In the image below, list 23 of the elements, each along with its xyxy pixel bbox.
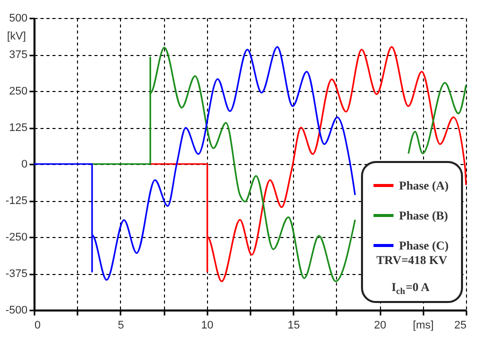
x-tick-label: 0	[34, 320, 41, 332]
y-tick-label: 125	[9, 122, 28, 134]
y-tick-label: -125	[5, 195, 28, 207]
x-tick-label: 10	[201, 320, 214, 332]
y-axis-title: [kV]	[7, 30, 26, 42]
y-tick-label: 500	[9, 12, 28, 24]
y-tick-label: 250	[9, 86, 28, 98]
line-series	[149, 46, 467, 282]
x-tick-label: 25	[454, 320, 466, 332]
y-tick-label: 375	[9, 49, 28, 61]
legend-label: Phase (A)	[399, 178, 449, 192]
line-series	[33, 46, 356, 281]
x-tick-label: 5	[118, 320, 124, 332]
x-tick-label: [ms]	[412, 320, 434, 332]
annotation: TRV=418 KV	[376, 253, 448, 267]
x-tick-label: 15	[288, 320, 300, 332]
y-tick-label: 0	[21, 158, 28, 170]
x-tick-label: 20	[374, 320, 386, 332]
y-tick-label: -500	[5, 304, 28, 316]
y-tick-label: -250	[5, 232, 28, 244]
legend-label: Phase (C)	[399, 238, 449, 252]
legend-label: Phase (B)	[399, 208, 448, 222]
y-tick-label: -375	[5, 268, 28, 280]
